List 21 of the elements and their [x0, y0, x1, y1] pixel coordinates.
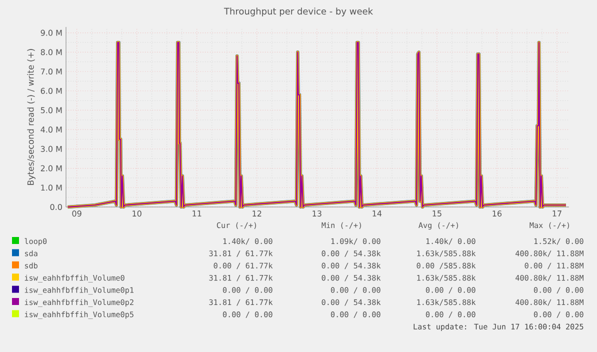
y-tick-label: 9.0 M — [40, 30, 62, 36]
y-axis-title: Bytes/second read (-) / write (+) — [27, 49, 36, 185]
y-tick-label: 5.0 M — [40, 107, 62, 114]
x-tick-label: 15 — [432, 210, 442, 216]
y-tick-label: 3.0 M — [40, 146, 62, 152]
y-tick-label: 6.0 M — [40, 88, 62, 94]
y-tick-label: 7.0 M — [40, 68, 62, 75]
y-tick-label: 4.0 M — [40, 126, 62, 133]
y-tick-label: 2.0 M — [40, 165, 62, 172]
x-tick-label: 12 — [252, 210, 262, 216]
x-tick-label: 11 — [192, 210, 202, 216]
x-tick-label: 10 — [132, 210, 142, 217]
x-tick-label: 14 — [372, 210, 382, 216]
y-tick-label: 1.0 M — [41, 184, 62, 191]
x-tick-label: 09 — [72, 210, 82, 217]
x-tick-label: 13 — [312, 210, 322, 217]
chart-title: Throughput per device - by week — [224, 8, 374, 16]
x-tick-label: 17 — [552, 210, 562, 216]
y-tick-label: 8.0 M — [40, 49, 62, 56]
y-tick-label: 0.0 — [50, 204, 62, 210]
x-tick-label: 16 — [492, 210, 502, 217]
